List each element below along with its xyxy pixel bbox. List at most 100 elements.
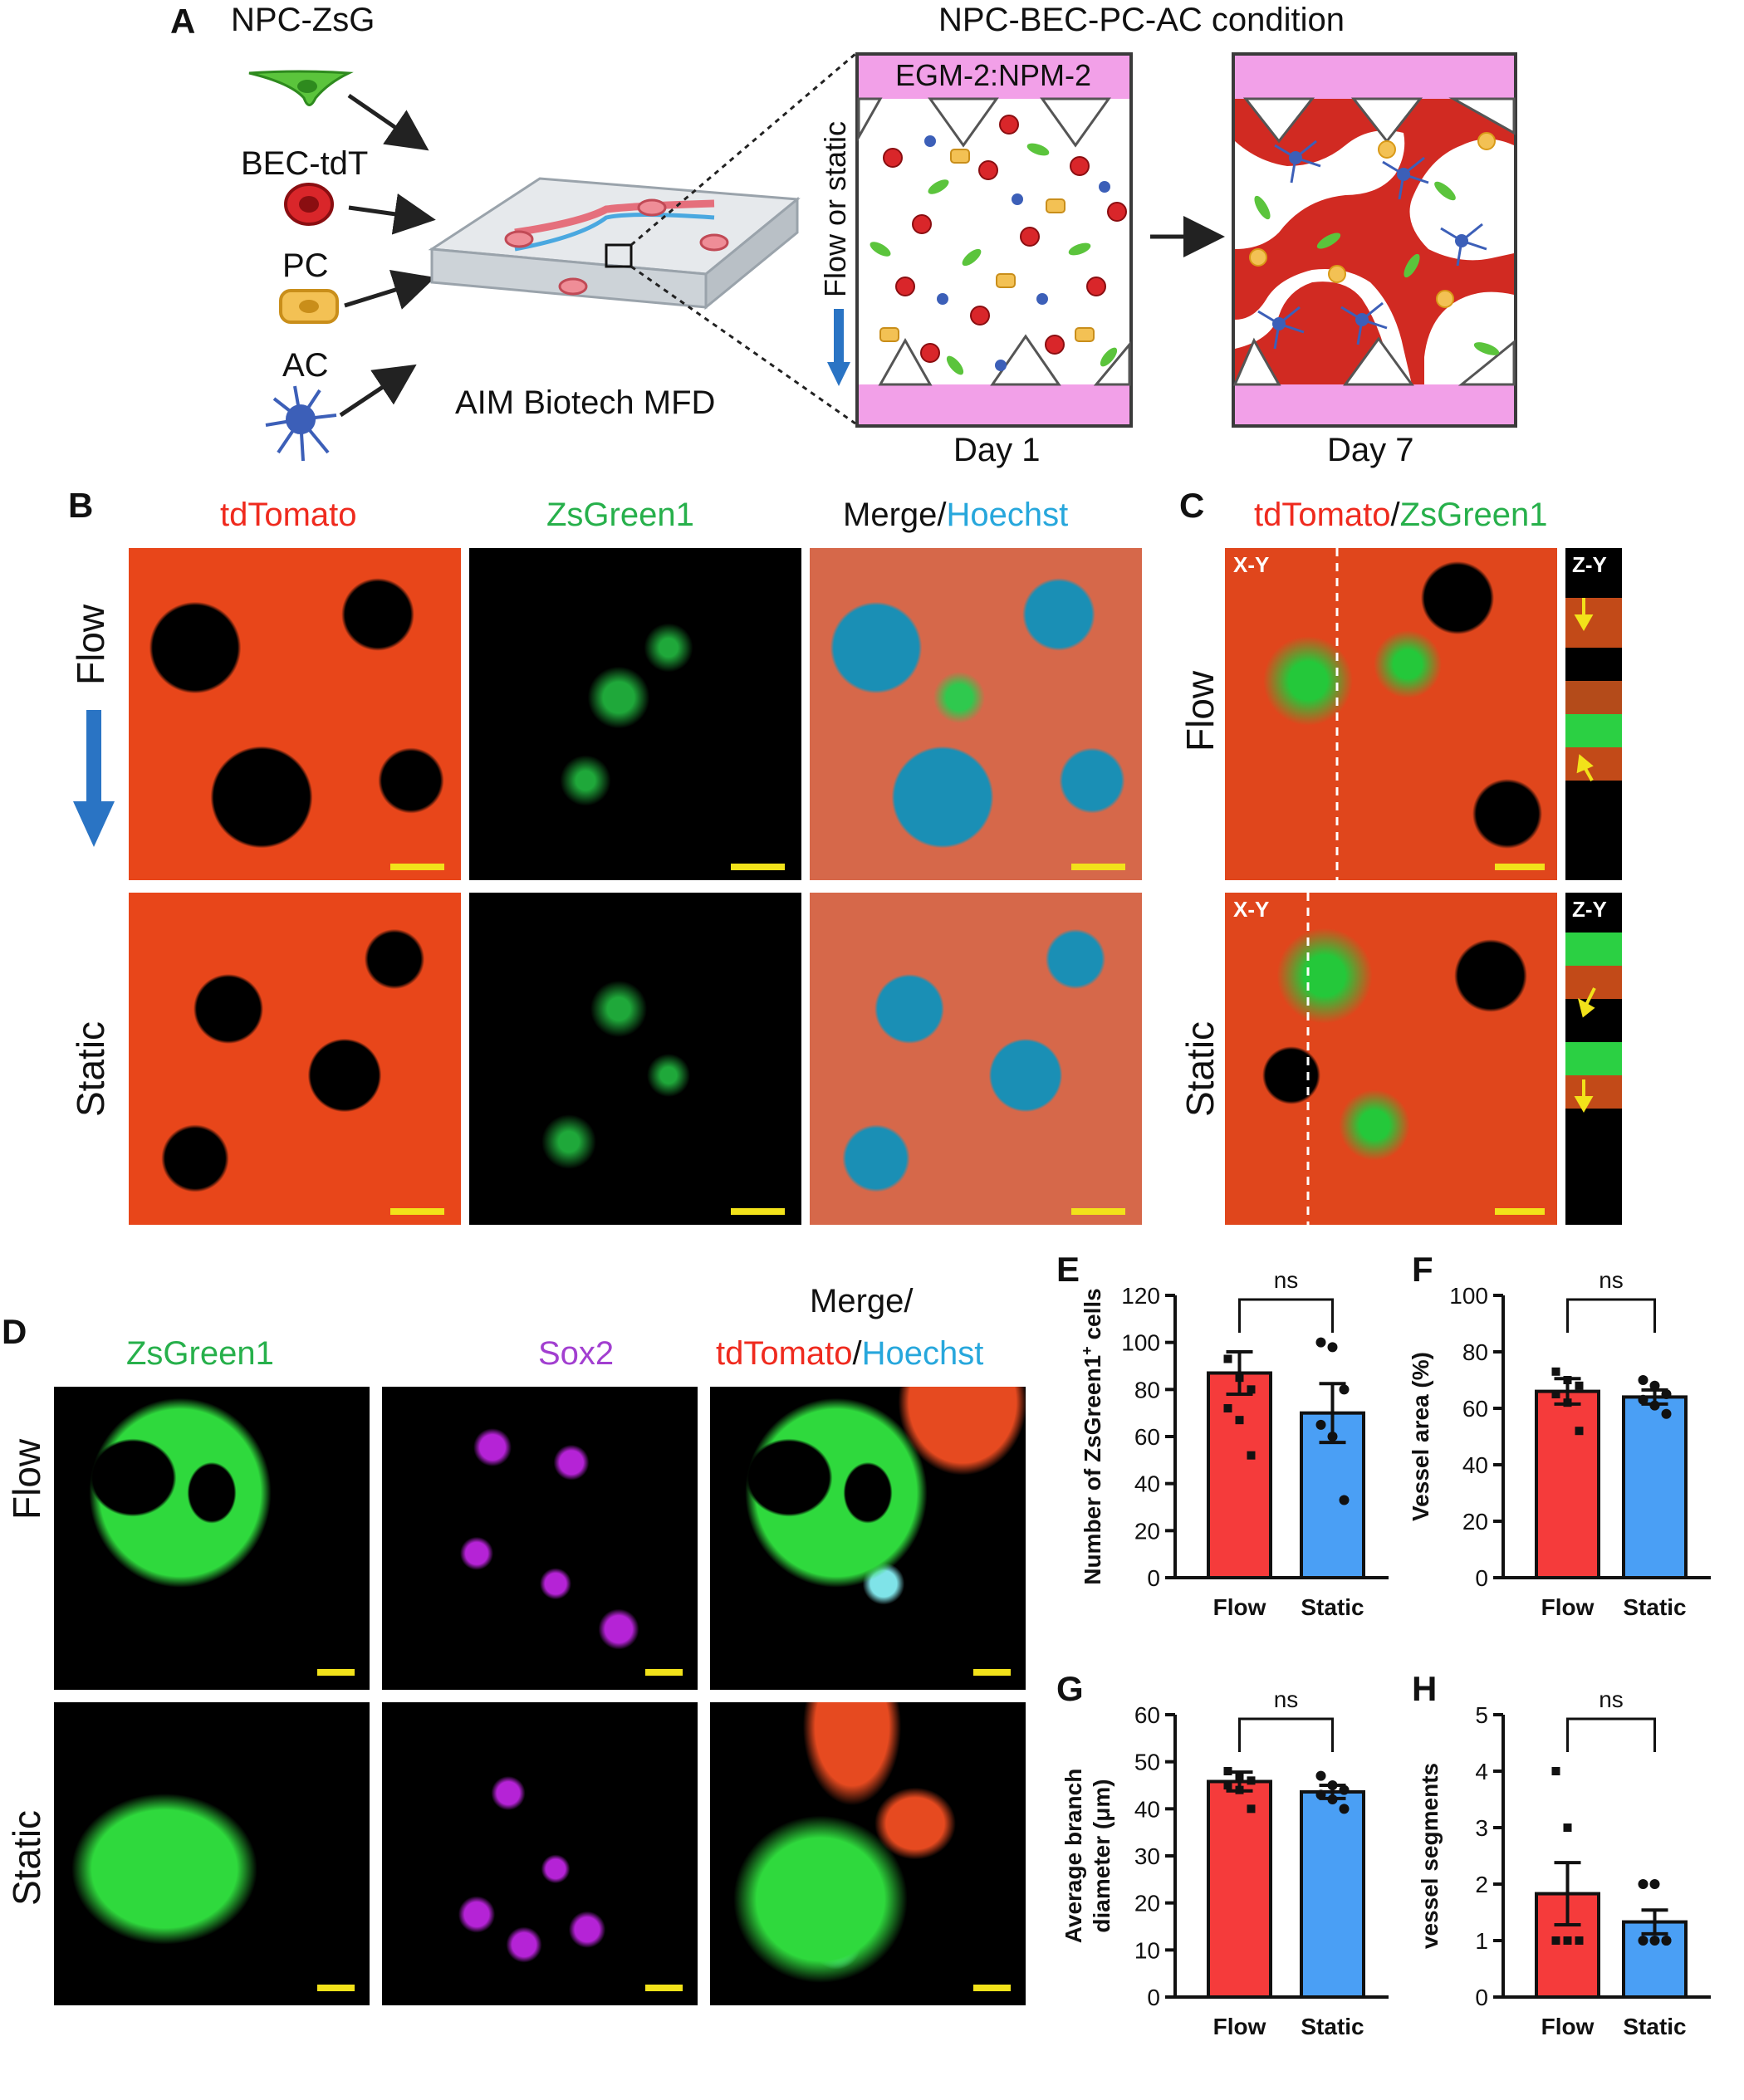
c-static-zy-tag: Z-Y [1572,897,1607,922]
panel-d-row2: Static [5,1809,48,1906]
scale-bar [645,1985,683,1991]
y-tick-label: 20 [1134,1891,1160,1916]
scale-bar [317,1669,355,1676]
y-axis-label: vessel segments [1417,1763,1443,1949]
d-flow-sox2-image [382,1387,698,1690]
data-point [1661,1936,1672,1946]
significance-label: ns [1599,1267,1624,1293]
panel-d-hoechst-word: Hoechst [861,1335,984,1372]
y-tick-label: 5 [1475,1702,1488,1728]
data-point [1247,1451,1256,1460]
data-point [1551,1367,1560,1376]
d-flow-merge-image [710,1387,1026,1690]
scale-bar [390,1208,444,1215]
day7-channel-diagram [1232,52,1517,428]
data-point [1223,1767,1232,1775]
pc-cell-icon [279,289,339,324]
panel-b-label: B [68,486,94,525]
data-point [1339,1495,1350,1505]
chart-h: 0 1 2 3 4 5 Number of vessel segments Flow Static… [1412,1686,1711,2039]
significance-bracket [1238,1298,1334,1333]
c-flow-xy-tag: X-Y [1233,552,1270,577]
data-point [1327,1780,1338,1790]
x-tick-label: Static [1301,1594,1364,1620]
y-axis-label-sup: + [1079,1346,1095,1355]
data-point [1551,1767,1560,1775]
y-tick-label: 4 [1475,1759,1488,1784]
d-static-sox2-image [382,1702,698,2005]
npc-cell-icon [248,70,354,106]
panel-d-col3: tdTomato/Hoechst [716,1335,983,1373]
panel-h-label: H [1412,1669,1438,1708]
chart-g: 0 10 20 30 40 50 60 Average branch diameter (μm)… [1063,1686,1389,2039]
data-point [1235,1416,1244,1425]
data-point [1223,1781,1232,1789]
c-static-xy-image [1225,893,1557,1225]
y-tick-label: 100 [1121,1330,1160,1356]
data-point [1339,1804,1350,1814]
y-axis-label: Average branch [1063,1769,1086,1944]
y-tick-label: 0 [1147,1565,1160,1591]
flow-or-static-label: Flow or static [818,120,852,297]
y-tick-label: 120 [1121,1283,1160,1309]
panel-b-merge-word: Merge/ [843,497,947,533]
b-flow-zsgreen-image [469,548,801,880]
b-static-merge-image [810,893,1142,1225]
data-point [1575,1381,1584,1390]
panel-c-label: C [1179,486,1205,525]
x-tick-label: Flow [1213,2014,1266,2039]
device-label: AIM Biotech MFD [455,384,716,421]
panel-d-row1: Flow [5,1438,48,1520]
ac-cell-icon [265,385,337,462]
data-point [1223,1354,1232,1363]
panel-d-label: D [2,1312,27,1351]
data-point [1563,1936,1572,1945]
cell-label-bec: BEC-tdT [241,145,369,182]
scale-bar [1495,1208,1545,1215]
panel-b-col1: tdTomato [220,497,357,533]
data-point [1315,1770,1326,1781]
bar [1300,1789,1365,1999]
data-point [1551,1936,1560,1945]
cell-label-npc: NPC-ZsG [231,2,375,38]
y-axis: 0 20 40 60 80 100 [1449,1283,1711,1591]
panel-c-tdtomato-word: tdTomato [1254,497,1391,533]
chart-e: 0 20 40 60 80 100 120 Number of ZsGreen1+ cells… [1079,1267,1389,1620]
panel-e-label: E [1056,1250,1080,1289]
media-label: EGM-2:NPM-2 [895,58,1092,92]
panel-b-col3: Merge/Hoechst [843,497,1068,534]
panel-a-label: A [170,2,196,41]
panel-b-row1: Flow [69,604,112,685]
y-tick-label: 60 [1134,1702,1160,1728]
x-tick-label: Flow [1213,1594,1266,1620]
scale-bar [973,1985,1011,1991]
data-point [1339,1384,1350,1395]
significance-bracket [1566,1717,1656,1752]
scale-bar [973,1669,1011,1676]
panel-b-col2: ZsGreen1 [546,497,694,533]
y-tick-label: 0 [1147,1985,1160,2010]
bar [1535,1389,1600,1579]
significance-label: ns [1274,1267,1299,1293]
bar [1207,1779,1272,1999]
day1-label: Day 1 [953,432,1041,468]
data-point [1563,1376,1572,1384]
data-point [1235,1771,1244,1780]
panel-g-label: G [1056,1669,1084,1708]
y-tick-label: 1 [1475,1928,1488,1954]
panel-c-title: tdTomato/ZsGreen1 [1254,497,1548,534]
data-point [1563,1398,1572,1407]
data-point [1235,1785,1244,1794]
data-point [1247,1385,1256,1394]
panel-b-flow-arrow [73,710,115,847]
x-tick-label: Static [1301,2014,1364,2039]
y-tick-label: 30 [1134,1843,1160,1869]
data-point [1638,1879,1648,1889]
data-point [1223,1404,1232,1412]
data-point [1235,1373,1244,1383]
data-point [1649,1400,1660,1411]
cell-label-ac: AC [282,347,329,384]
data-point [1638,1375,1648,1385]
d-flow-zsgreen-image [54,1387,370,1690]
data-point [1575,1427,1584,1436]
